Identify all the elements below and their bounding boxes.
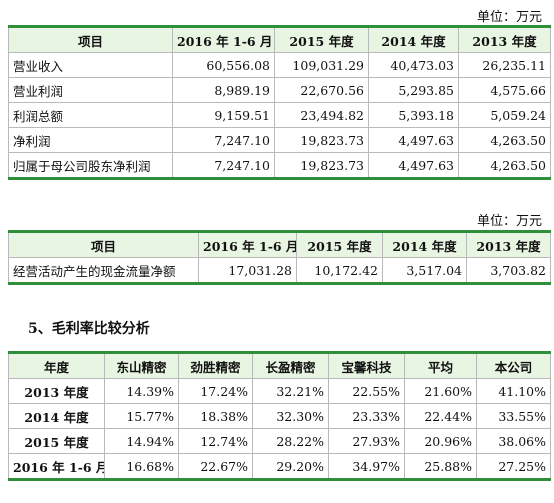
table3-header: 本公司 (476, 352, 551, 379)
table1-header: 项目 (8, 26, 173, 53)
cell: 4,263.50 (458, 152, 551, 179)
table2-header-row: 项目 2016 年 1-6 月 2015 年度 2014 年度 2013 年度 (8, 231, 551, 258)
cell: 7,247.10 (172, 152, 275, 179)
year-cell: 2014 年度 (8, 403, 105, 429)
table1-header: 2015 年度 (274, 26, 369, 53)
cell: 22.67% (178, 453, 253, 480)
table-row: 经营活动产生的现金流量净额 17,031.28 10,172.42 3,517.… (8, 257, 551, 284)
year-cell: 2015 年度 (8, 428, 105, 454)
cell: 41.10% (476, 378, 551, 404)
table2-header: 2014 年度 (382, 231, 467, 258)
cell: 5,393.18 (368, 102, 459, 128)
table1-unit: 单位：万元 (476, 10, 542, 25)
table-row: 营业利润 8,989.19 22,670.56 5,293.85 4,575.6… (8, 77, 551, 103)
table-row: 2015 年度 14.94% 12.74% 28.22% 27.93% 20.9… (8, 428, 551, 454)
cell: 3,517.04 (382, 257, 467, 284)
row-label: 营业收入 (8, 52, 173, 78)
year-cell: 2016 年 1-6 月 (8, 453, 105, 480)
income-table: 项目 2016 年 1-6 月 2015 年度 2014 年度 2013 年度 … (8, 25, 551, 180)
table-row: 2014 年度 15.77% 18.38% 32.30% 23.33% 22.4… (8, 403, 551, 429)
cell: 60,556.08 (172, 52, 275, 78)
cell: 17,031.28 (198, 257, 297, 284)
cell: 4,575.66 (458, 77, 551, 103)
cell: 32.30% (252, 403, 329, 429)
cell: 5,293.85 (368, 77, 459, 103)
cell: 38.06% (476, 428, 551, 454)
cell: 27.93% (328, 428, 405, 454)
row-label: 归属于母公司股东净利润 (8, 152, 173, 179)
cell: 28.22% (252, 428, 329, 454)
cell: 9,159.51 (172, 102, 275, 128)
table1-header: 2016 年 1-6 月 (172, 26, 275, 53)
table2-header: 项目 (8, 231, 199, 258)
gross-margin-table: 年度 东山精密 劲胜精密 长盈精密 宝馨科技 平均 本公司 2013 年度 14… (8, 351, 551, 481)
cell: 18.38% (178, 403, 253, 429)
row-label: 营业利润 (8, 77, 173, 103)
table3-header: 长盈精密 (252, 352, 329, 379)
table2-header: 2015 年度 (296, 231, 383, 258)
cell: 22.55% (328, 378, 405, 404)
cell: 17.24% (178, 378, 253, 404)
row-label: 净利润 (8, 127, 173, 153)
table3-header: 劲胜精密 (178, 352, 253, 379)
cell: 3,703.82 (466, 257, 551, 284)
cell: 33.55% (476, 403, 551, 429)
cell: 22.44% (404, 403, 477, 429)
cell: 15.77% (104, 403, 179, 429)
table1-header: 2013 年度 (458, 26, 551, 53)
cell: 16.68% (104, 453, 179, 480)
cell: 23,494.82 (274, 102, 369, 128)
cell: 21.60% (404, 378, 477, 404)
cell: 34.97% (328, 453, 405, 480)
table3-header: 年度 (8, 352, 105, 379)
cell: 29.20% (252, 453, 329, 480)
table-row: 利润总额 9,159.51 23,494.82 5,393.18 5,059.2… (8, 102, 551, 128)
table2-header: 2013 年度 (466, 231, 551, 258)
cell: 27.25% (476, 453, 551, 480)
cell: 32.21% (252, 378, 329, 404)
cell: 23.33% (328, 403, 405, 429)
cell: 14.39% (104, 378, 179, 404)
cell: 109,031.29 (274, 52, 369, 78)
cell: 5,059.24 (458, 102, 551, 128)
cell: 7,247.10 (172, 127, 275, 153)
cell: 40,473.03 (368, 52, 459, 78)
table-row: 2016 年 1-6 月 16.68% 22.67% 29.20% 34.97%… (8, 453, 551, 480)
cell: 19,823.73 (274, 127, 369, 153)
cell: 12.74% (178, 428, 253, 454)
table1-header-row: 项目 2016 年 1-6 月 2015 年度 2014 年度 2013 年度 (8, 26, 551, 53)
cell: 26,235.11 (458, 52, 551, 78)
table-row: 归属于母公司股东净利润 7,247.10 19,823.73 4,497.63 … (8, 152, 551, 179)
cell: 14.94% (104, 428, 179, 454)
cell: 4,497.63 (368, 127, 459, 153)
table3-header: 东山精密 (104, 352, 179, 379)
cashflow-table: 项目 2016 年 1-6 月 2015 年度 2014 年度 2013 年度 … (8, 230, 551, 285)
cell: 22,670.56 (274, 77, 369, 103)
cell: 10,172.42 (296, 257, 383, 284)
row-label: 利润总额 (8, 102, 173, 128)
table-row: 净利润 7,247.10 19,823.73 4,497.63 4,263.50 (8, 127, 551, 153)
table3-header: 宝馨科技 (328, 352, 405, 379)
section-heading: 5、毛利率比较分析 (28, 321, 150, 337)
table1-header: 2014 年度 (368, 26, 459, 53)
cell: 4,263.50 (458, 127, 551, 153)
table2-header: 2016 年 1-6 月 (198, 231, 297, 258)
table-row: 营业收入 60,556.08 109,031.29 40,473.03 26,2… (8, 52, 551, 78)
table2-unit: 单位：万元 (476, 214, 542, 229)
cell: 19,823.73 (274, 152, 369, 179)
year-cell: 2013 年度 (8, 378, 105, 404)
table-row: 2013 年度 14.39% 17.24% 32.21% 22.55% 21.6… (8, 378, 551, 404)
cell: 4,497.63 (368, 152, 459, 179)
row-label: 经营活动产生的现金流量净额 (8, 257, 199, 284)
cell: 20.96% (404, 428, 477, 454)
cell: 25.88% (404, 453, 477, 480)
table3-header: 平均 (404, 352, 477, 379)
table3-header-row: 年度 东山精密 劲胜精密 长盈精密 宝馨科技 平均 本公司 (8, 352, 551, 379)
cell: 8,989.19 (172, 77, 275, 103)
